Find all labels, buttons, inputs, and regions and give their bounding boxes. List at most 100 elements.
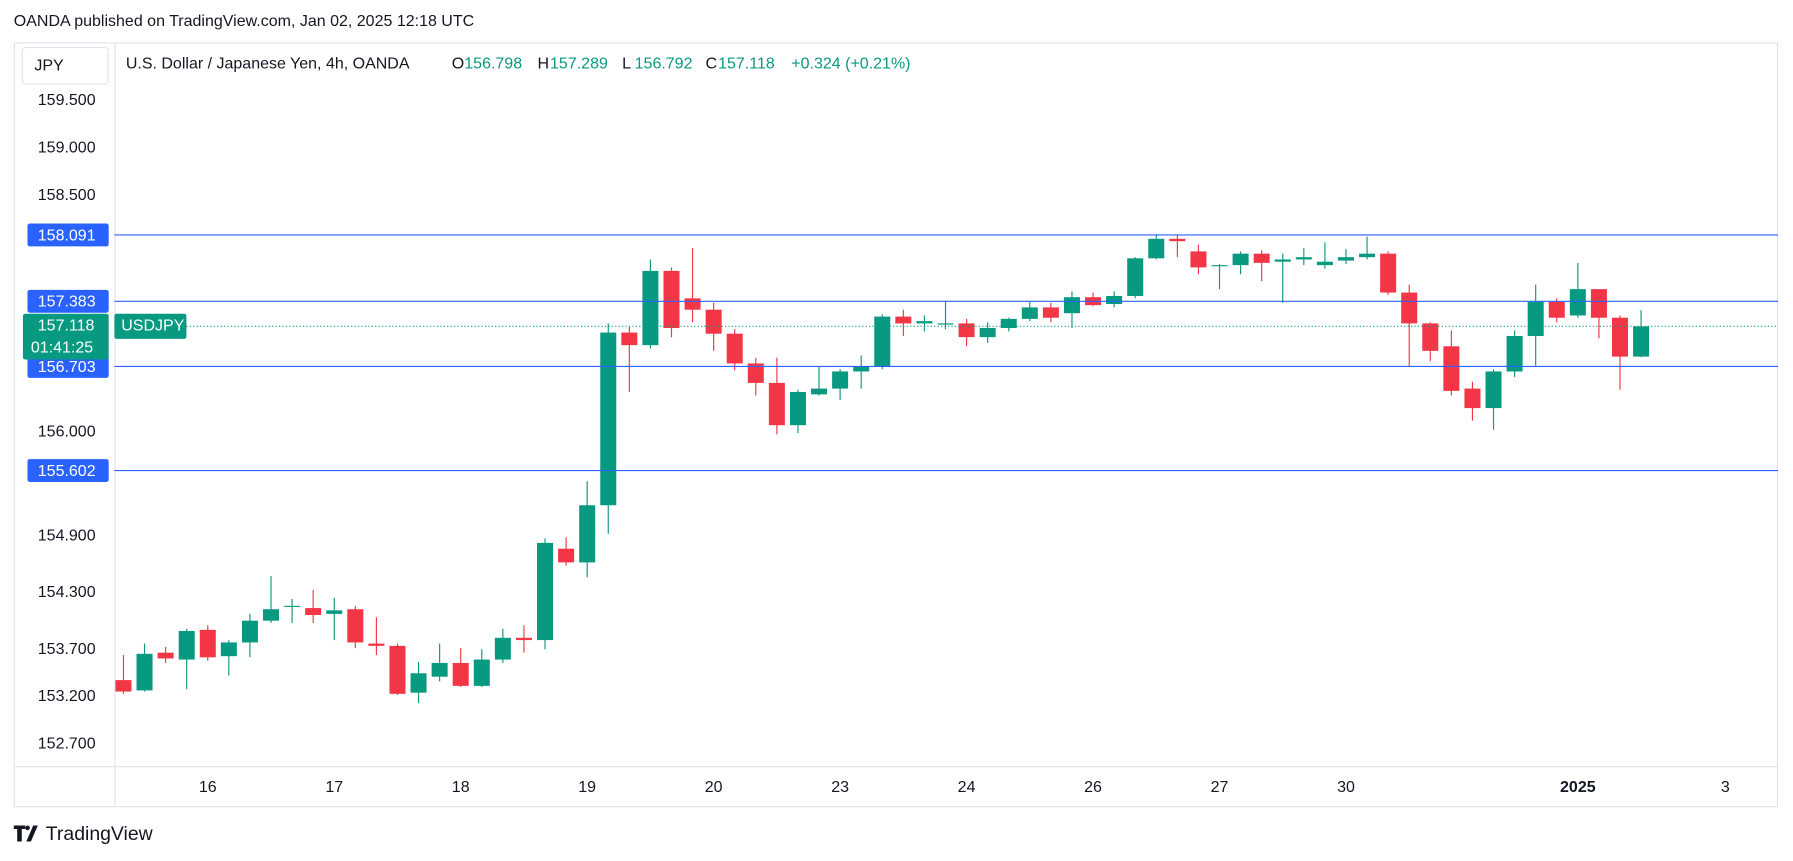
candle-body (916, 321, 933, 324)
candle-body (937, 323, 954, 325)
candle-body (642, 270, 659, 346)
candle-body (1464, 388, 1481, 409)
candle-body (452, 662, 469, 686)
candle-body (178, 630, 195, 660)
x-tick-label: 20 (705, 779, 723, 796)
candle-body (621, 332, 638, 346)
hline-label: 156.703 (38, 359, 96, 376)
candle-body (1485, 371, 1502, 409)
y-tick-label: 152.700 (38, 736, 96, 753)
candle-body (326, 610, 343, 614)
change: +0.324 (+0.21%) (791, 55, 910, 72)
hline-label-bg (27, 223, 109, 247)
x-tick-label: 30 (1337, 779, 1355, 796)
y-tick-label: 154.900 (38, 527, 96, 544)
candle-body (663, 270, 680, 329)
candle-body (1422, 323, 1439, 351)
ohlc-key: H (537, 55, 549, 72)
candle-body (853, 366, 870, 372)
candle-body (600, 332, 617, 506)
y-tick-label: 154.300 (38, 584, 96, 601)
candle-body (1232, 253, 1249, 266)
footer-brand: TradingView (46, 823, 154, 845)
candle-body (558, 548, 575, 563)
candle-body (1611, 317, 1629, 357)
candle-body (1359, 253, 1376, 258)
candle-body (726, 333, 743, 364)
hline-label: 158.091 (38, 227, 96, 244)
publisher: OANDA published on TradingView.com, Jan … (14, 13, 474, 30)
candle-body (1169, 238, 1186, 242)
candle-body (1443, 346, 1460, 391)
x-tick-label: 17 (325, 779, 343, 796)
last-price-label: 157.118 (38, 318, 95, 335)
x-tick-label: 26 (1084, 779, 1102, 796)
candle-body (1590, 289, 1607, 318)
currency: JPY (34, 58, 64, 75)
candle-body (1274, 259, 1291, 262)
candle-body (1506, 335, 1523, 372)
candle-body (747, 363, 764, 383)
symbol-tag-bg (114, 313, 187, 339)
ohlc-key: C (706, 55, 718, 72)
candle-body (1063, 297, 1080, 314)
candle-body (410, 673, 427, 693)
candle-body (1633, 326, 1650, 357)
candle-body (979, 328, 996, 338)
ohlc-key: O (452, 55, 464, 72)
candle-body (431, 662, 448, 677)
candle-body (1042, 307, 1059, 318)
hline-label: 155.602 (38, 463, 96, 480)
candle-body (705, 309, 722, 334)
candle-body (579, 505, 596, 563)
candle-body (1127, 258, 1144, 296)
candle-body (1295, 257, 1312, 260)
candle-body (874, 316, 891, 367)
logo (13, 825, 38, 842)
hline-label-bg (27, 289, 109, 313)
candle-body (494, 637, 511, 660)
y-tick-label: 153.700 (38, 641, 96, 658)
candle-body (958, 323, 975, 338)
y-tick-label: 158.500 (38, 187, 96, 204)
hline-label-bg (27, 459, 109, 482)
candle-body (789, 391, 806, 426)
candle-body (389, 645, 406, 694)
candle-body (1106, 295, 1123, 305)
candle-body (1548, 301, 1565, 318)
x-tick-label: 19 (578, 779, 596, 796)
hline-label: 157.383 (38, 294, 96, 311)
ohlc-value: 157.118 (718, 55, 775, 72)
currency-box[interactable] (21, 46, 109, 85)
chart-title: U.S. Dollar / Japanese Yen, 4h, OANDA (126, 55, 410, 72)
y-tick-label: 153.200 (38, 688, 96, 705)
last-price-bg (22, 313, 109, 360)
candle-body (895, 316, 912, 324)
candle-body (1401, 292, 1418, 324)
candle-body (1337, 257, 1354, 261)
y-tick-label: 159.500 (38, 92, 96, 109)
candle-body (284, 605, 301, 607)
candle-body (1569, 289, 1586, 316)
candle-body (1190, 251, 1207, 268)
candle-body (1527, 301, 1544, 336)
candle-body (1021, 307, 1038, 319)
hline-label-bg (27, 355, 109, 378)
candle-body (1316, 261, 1333, 266)
candle-body (1000, 318, 1017, 329)
candle-body (832, 371, 849, 389)
candle-body (199, 629, 216, 658)
symbol-tag: USDJPY (121, 318, 184, 335)
candle-body (1253, 253, 1270, 263)
candle-body (241, 620, 258, 643)
candle-body (515, 637, 532, 641)
x-tick-label: 27 (1211, 779, 1229, 796)
ohlc-value: 157.289 (550, 55, 608, 72)
x-tick-label: 3 (1721, 779, 1730, 796)
y-tick-label: 156.000 (38, 423, 96, 440)
chart-frame (13, 42, 1779, 808)
x-tick-label: 16 (199, 779, 217, 796)
candle-body (305, 608, 322, 615)
candle-body (811, 388, 828, 395)
